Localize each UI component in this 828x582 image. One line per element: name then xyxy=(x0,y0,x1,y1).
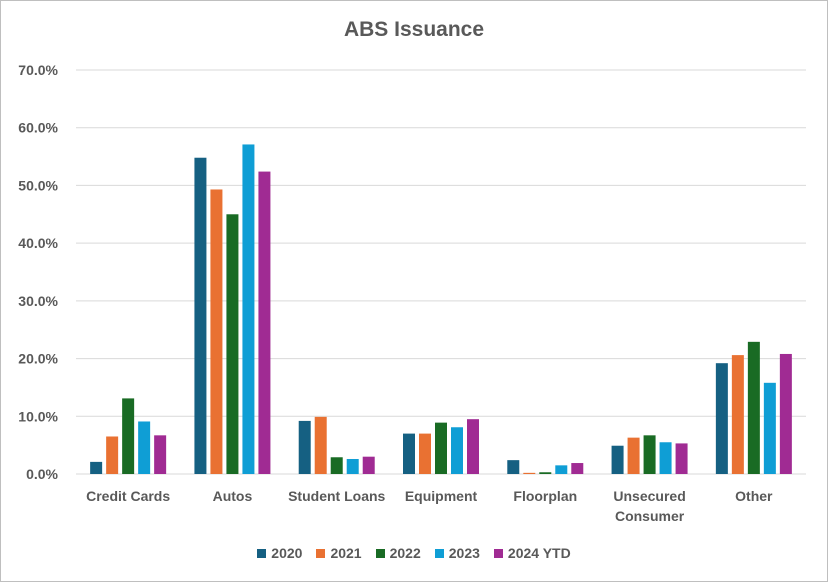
y-tick-label: 50.0% xyxy=(18,177,58,193)
bar xyxy=(523,472,536,474)
x-category-label: Autos xyxy=(213,488,253,504)
bar xyxy=(435,422,447,474)
legend-item: 2020 xyxy=(257,545,302,561)
bar xyxy=(194,157,207,474)
y-tick-label: 40.0% xyxy=(18,235,58,251)
bar xyxy=(298,420,311,474)
legend-label: 2023 xyxy=(448,545,480,561)
bar xyxy=(106,436,119,474)
bar xyxy=(571,463,584,474)
y-tick-label: 60.0% xyxy=(18,120,58,136)
bar xyxy=(314,416,327,474)
legend-swatch xyxy=(493,548,503,558)
legend-swatch xyxy=(434,548,444,558)
bar xyxy=(122,398,135,474)
y-tick-label: 70.0% xyxy=(18,62,58,78)
legend-label: 2022 xyxy=(389,545,421,561)
bar xyxy=(138,421,151,474)
y-axis-ticks: 0.0% 10.0% 20.0% 30.0% 40.0% 50.0% 60.0% 70.0% xyxy=(18,62,58,482)
bar xyxy=(555,465,568,474)
bars xyxy=(90,144,792,475)
y-tick-label: 20.0% xyxy=(18,351,58,367)
bar xyxy=(763,382,776,474)
x-category-label: Credit Cards xyxy=(86,488,170,504)
bar xyxy=(242,144,255,475)
y-tick-label: 30.0% xyxy=(18,293,58,309)
bar xyxy=(346,458,359,474)
bar xyxy=(226,214,239,475)
legend-swatch xyxy=(257,548,267,558)
bar xyxy=(627,437,640,474)
bar xyxy=(210,189,223,474)
legend-item: 2021 xyxy=(316,545,362,561)
bar xyxy=(643,435,656,474)
bar xyxy=(419,433,431,474)
gridlines xyxy=(76,69,806,475)
bar xyxy=(731,355,744,474)
legend-swatch xyxy=(316,548,326,558)
bar xyxy=(154,435,167,474)
bar xyxy=(507,460,520,474)
bar xyxy=(451,427,463,474)
chart-title: ABS Issuance xyxy=(343,18,485,41)
bar xyxy=(258,171,271,474)
bar xyxy=(539,472,552,474)
x-category-label: Student Loans xyxy=(288,488,385,504)
legend-item: 2024 YTD xyxy=(493,545,571,561)
bar xyxy=(675,443,688,474)
x-category-label: Other xyxy=(735,488,773,504)
legend-item: 2022 xyxy=(375,545,421,561)
bar xyxy=(715,363,728,474)
x-category-label: Floorplan xyxy=(513,488,577,504)
legend-label: 2021 xyxy=(330,545,362,561)
legend-label: 2024 YTD xyxy=(507,545,571,561)
plot-area: 0.0%10.0%20.0%30.0%40.0%50.0%60.0%70.0% … xyxy=(18,62,806,524)
bar xyxy=(330,457,343,474)
bar xyxy=(747,341,760,474)
bar xyxy=(90,461,103,474)
y-tick-label: 10.0% xyxy=(18,408,58,424)
legend-item: 2023 xyxy=(434,545,480,561)
legend: 2020 2021 2022 2023 2024 YTD xyxy=(0,545,828,561)
y-tick-label: 0.0% xyxy=(26,466,58,482)
bar xyxy=(611,445,624,474)
x-category-label: Equipment xyxy=(405,488,478,504)
bar xyxy=(403,433,415,474)
legend-swatch xyxy=(375,548,385,558)
x-axis-categories: Credit Cards Autos Student Loans Equipment F… xyxy=(86,488,773,524)
bar xyxy=(362,456,375,474)
bar xyxy=(467,419,479,474)
bar xyxy=(779,353,792,474)
legend-label: 2020 xyxy=(271,545,303,561)
x-category-label: Unsecured Consumer xyxy=(613,488,685,524)
bar xyxy=(659,442,672,474)
